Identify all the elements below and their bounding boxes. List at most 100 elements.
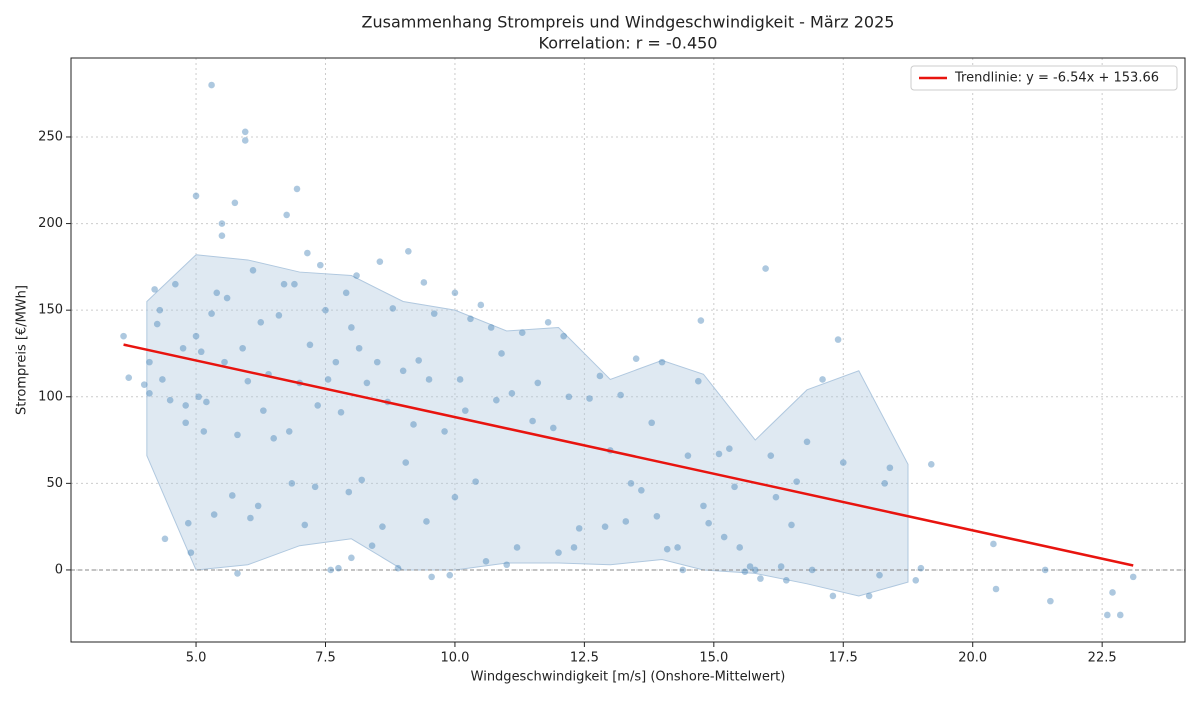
band-upper bbox=[146, 254, 909, 597]
point bbox=[399, 367, 407, 375]
point bbox=[493, 396, 500, 404]
point bbox=[674, 544, 681, 551]
point bbox=[389, 305, 397, 312]
point bbox=[373, 358, 381, 366]
point bbox=[241, 128, 249, 136]
point bbox=[249, 267, 257, 274]
point bbox=[570, 544, 578, 551]
point bbox=[270, 435, 278, 442]
point bbox=[410, 421, 417, 428]
point bbox=[513, 544, 521, 551]
point bbox=[777, 563, 785, 570]
point bbox=[428, 573, 435, 581]
y-tick-label: 250 bbox=[38, 129, 63, 144]
point bbox=[632, 355, 640, 362]
point bbox=[834, 336, 842, 343]
point bbox=[487, 324, 495, 331]
y-tick-label: 50 bbox=[46, 476, 63, 491]
point bbox=[156, 306, 164, 314]
point bbox=[529, 417, 536, 425]
point bbox=[228, 492, 236, 499]
point bbox=[555, 549, 562, 556]
point bbox=[767, 452, 775, 459]
point bbox=[508, 389, 516, 397]
point bbox=[1104, 611, 1111, 619]
point bbox=[1041, 566, 1049, 574]
x-tick-label: 12.5 bbox=[570, 651, 599, 666]
point bbox=[498, 350, 505, 357]
point bbox=[586, 395, 593, 402]
point bbox=[283, 211, 290, 219]
point bbox=[184, 519, 192, 527]
point bbox=[575, 525, 583, 532]
point bbox=[221, 358, 228, 366]
point bbox=[741, 568, 749, 575]
point bbox=[793, 478, 800, 485]
point bbox=[927, 461, 935, 468]
x-tick-label: 22.5 bbox=[1088, 651, 1117, 666]
point bbox=[808, 566, 816, 574]
y-tick-label: 150 bbox=[38, 303, 63, 318]
point bbox=[627, 480, 635, 487]
point bbox=[762, 265, 769, 272]
point bbox=[697, 317, 705, 324]
point bbox=[783, 577, 790, 584]
point bbox=[345, 488, 353, 496]
point bbox=[223, 294, 231, 302]
point bbox=[751, 566, 759, 574]
point bbox=[912, 577, 920, 584]
point bbox=[125, 374, 133, 382]
point bbox=[425, 376, 433, 383]
point bbox=[461, 407, 469, 414]
point bbox=[322, 306, 329, 314]
point bbox=[757, 575, 764, 582]
point bbox=[544, 318, 552, 326]
point bbox=[192, 192, 200, 200]
x-tick-label: 15.0 bbox=[699, 651, 728, 666]
y-tick-label: 0 bbox=[55, 562, 63, 577]
point bbox=[648, 419, 655, 427]
point bbox=[788, 521, 795, 529]
chart-title: Zusammenhang Strompreis und Windgeschwin… bbox=[362, 13, 895, 32]
point bbox=[291, 280, 298, 288]
point bbox=[332, 358, 340, 366]
point bbox=[560, 332, 567, 340]
point bbox=[363, 379, 371, 387]
point bbox=[306, 341, 314, 349]
point bbox=[451, 289, 459, 297]
point bbox=[146, 358, 153, 366]
point bbox=[467, 315, 474, 323]
point bbox=[423, 518, 430, 525]
point bbox=[415, 357, 422, 364]
point bbox=[172, 280, 179, 288]
point bbox=[200, 428, 208, 435]
point bbox=[159, 376, 166, 383]
point bbox=[280, 280, 288, 288]
point bbox=[257, 318, 265, 326]
point bbox=[314, 402, 322, 409]
point bbox=[917, 564, 925, 572]
x-tick-label: 17.5 bbox=[829, 651, 858, 666]
point bbox=[368, 542, 376, 550]
point bbox=[565, 393, 573, 401]
point bbox=[231, 199, 239, 207]
trend-line bbox=[123, 343, 1134, 567]
x-axis-label: Windgeschwindigkeit [m/s] (Onshore-Mitte… bbox=[471, 670, 786, 685]
point bbox=[772, 493, 780, 501]
y-axis-label: Strompreis [€/MWh] bbox=[15, 285, 30, 415]
point bbox=[234, 431, 241, 439]
point bbox=[218, 232, 226, 239]
point bbox=[992, 585, 1000, 593]
point bbox=[244, 377, 252, 385]
point bbox=[153, 320, 161, 328]
x-tick-label: 7.5 bbox=[315, 651, 336, 666]
point bbox=[301, 521, 309, 529]
point bbox=[446, 571, 454, 579]
point bbox=[288, 480, 296, 487]
point bbox=[653, 512, 661, 520]
point bbox=[658, 358, 666, 366]
point bbox=[886, 464, 894, 472]
point bbox=[705, 519, 712, 527]
point bbox=[208, 81, 215, 89]
point bbox=[241, 137, 249, 144]
